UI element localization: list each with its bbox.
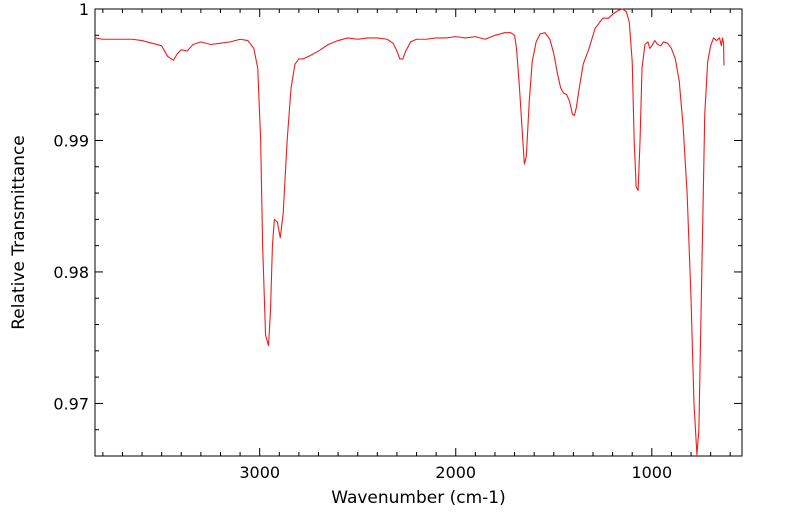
y-tick-label: 1	[79, 0, 89, 19]
minor-ticks	[95, 9, 742, 457]
y-tick-labels: 0.97 0.98 0.99 1	[53, 0, 89, 413]
y-tick-label: 0.99	[53, 131, 89, 150]
y-tick-label: 0.97	[53, 394, 89, 413]
plot-area	[94, 8, 743, 457]
series-layer	[94, 8, 725, 456]
x-axis-title: Wavenumber (cm-1)	[331, 488, 506, 508]
x-tick-label: 2000	[435, 463, 476, 482]
series-line-0	[94, 8, 725, 456]
x-tick-labels: 3000 2000 1000	[239, 463, 672, 482]
x-tick-label: 1000	[631, 463, 672, 482]
y-tick-label: 0.98	[53, 263, 89, 282]
x-tick-label: 3000	[239, 463, 280, 482]
y-axis-title: Relative Transmittance	[9, 135, 29, 330]
plot-frame	[94, 8, 743, 457]
major-ticks	[95, 8, 742, 456]
